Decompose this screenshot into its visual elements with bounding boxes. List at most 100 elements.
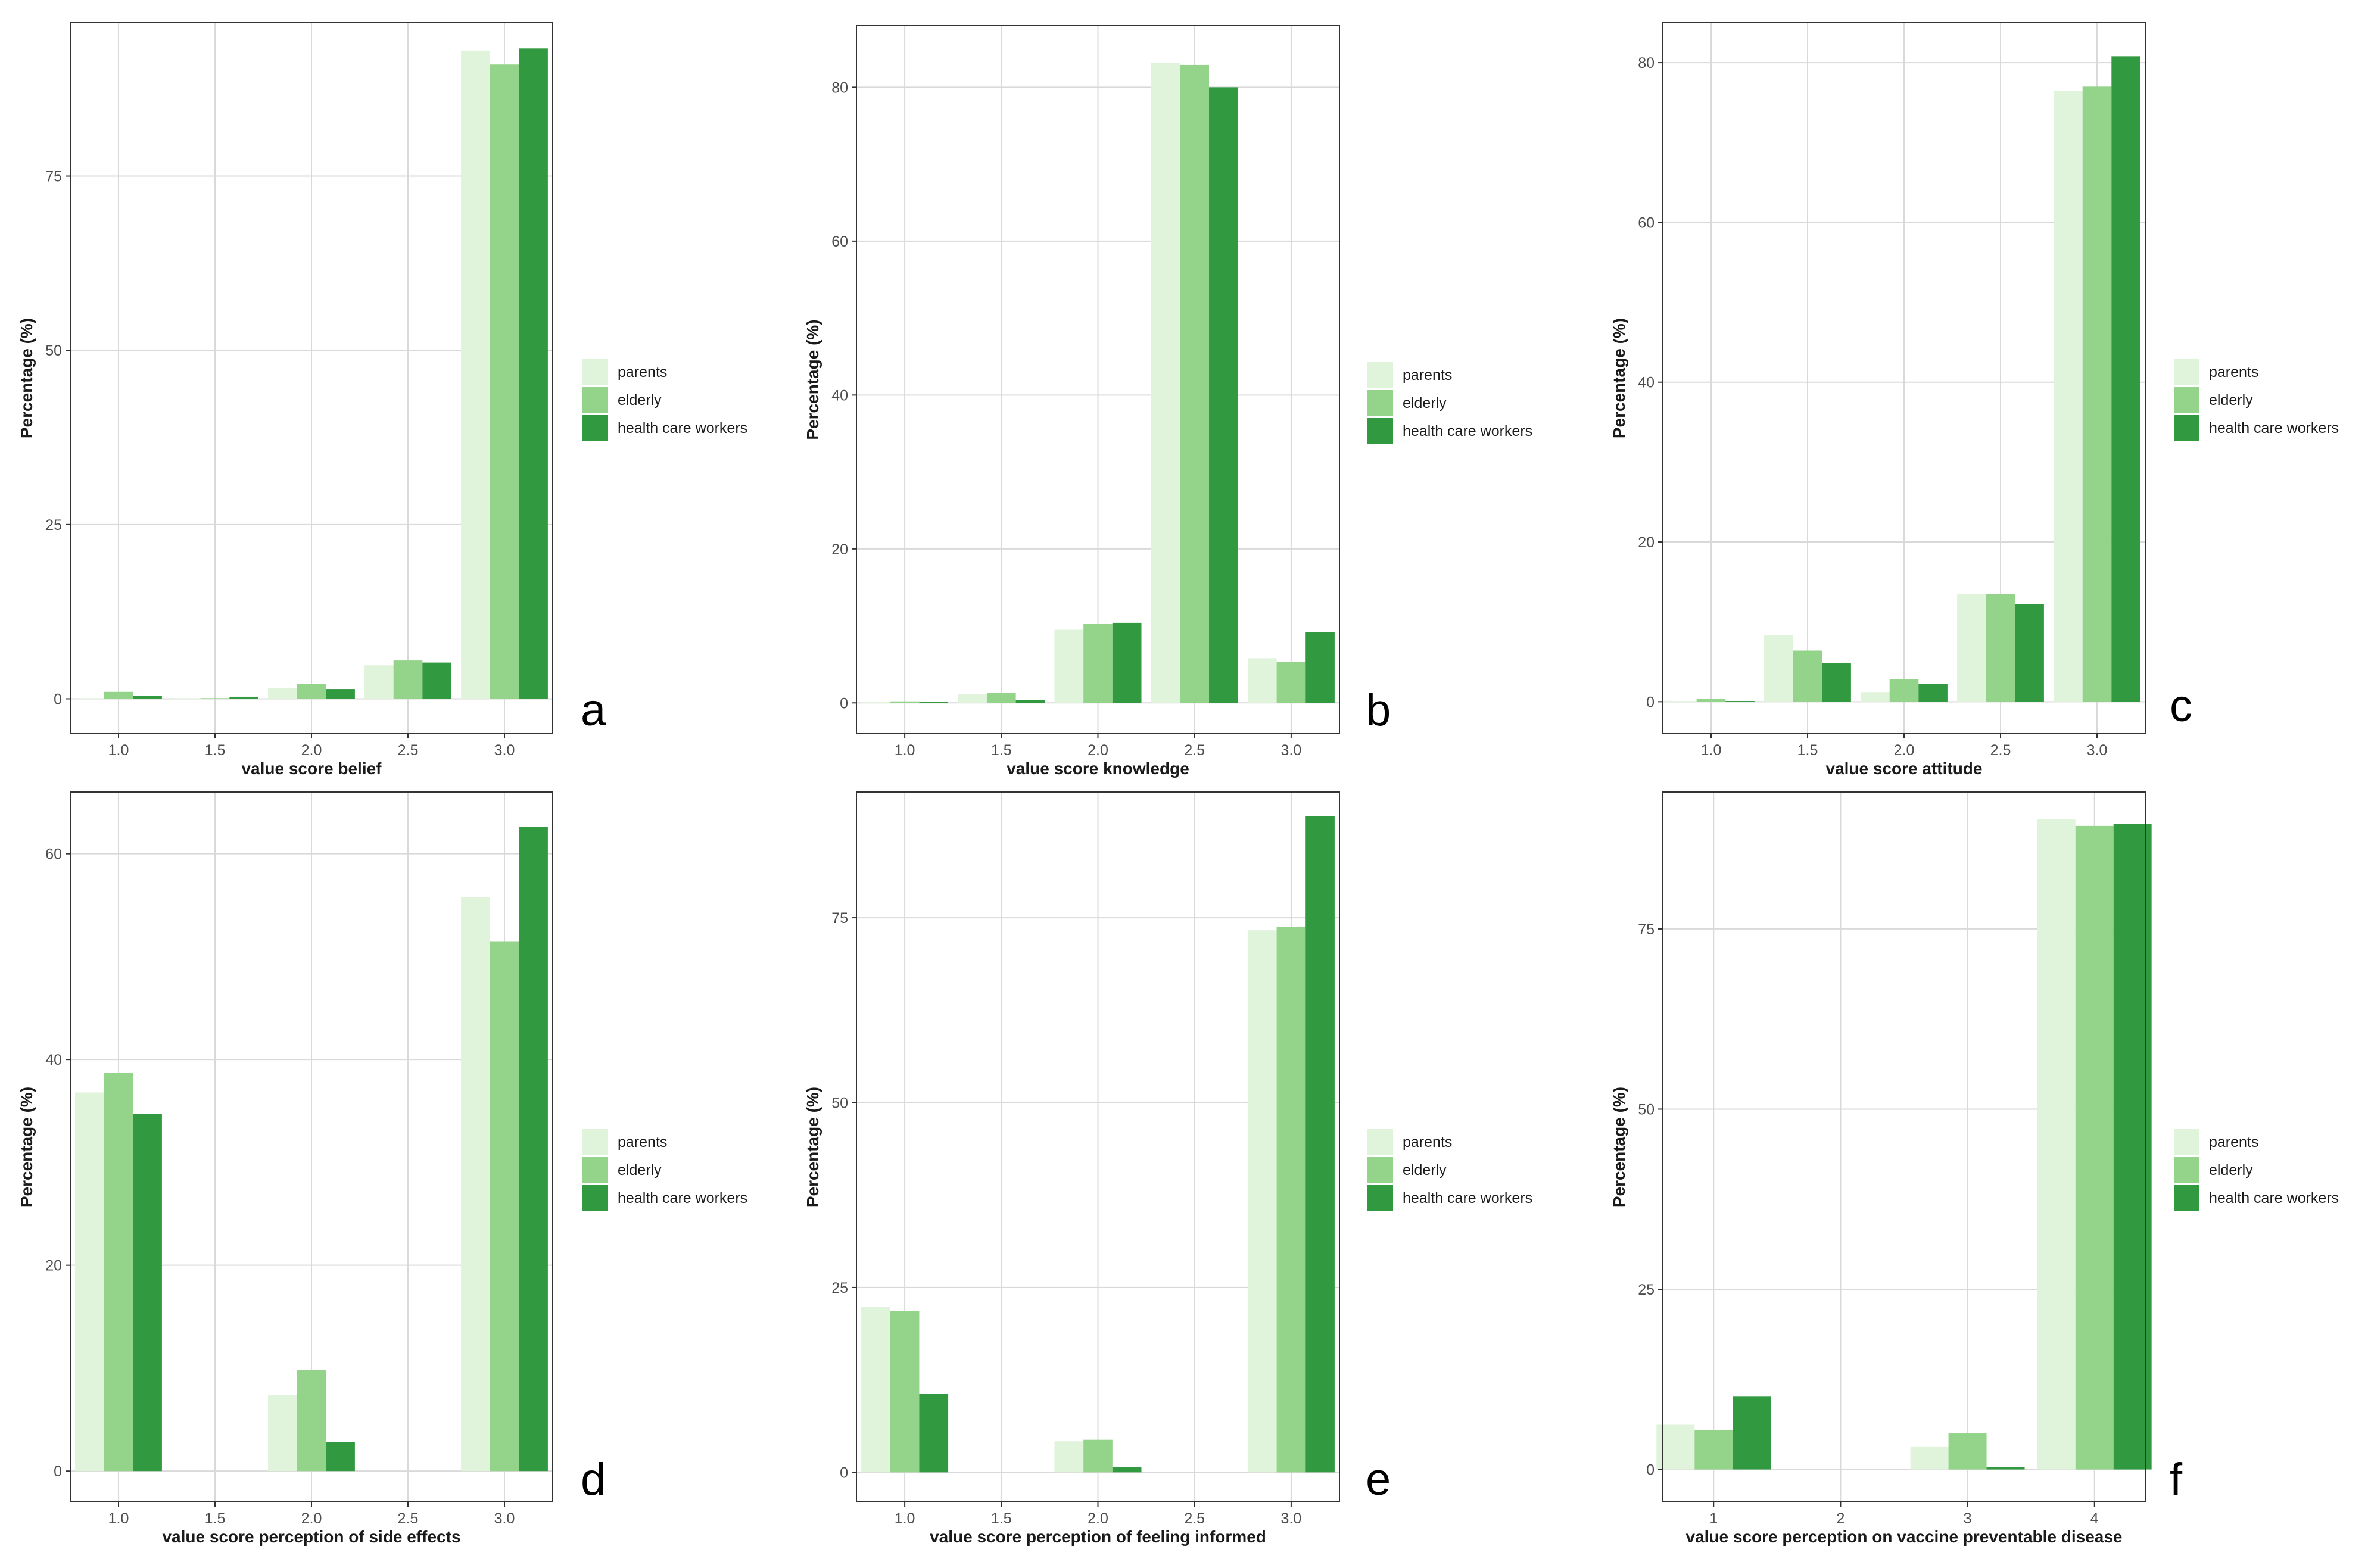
x-axis-title: value score knowledge xyxy=(1007,759,1189,778)
x-tick-label: 2.5 xyxy=(1184,1510,1205,1527)
y-tick-label: 75 xyxy=(831,910,848,927)
x-tick-label: 2.0 xyxy=(1894,742,1915,759)
legend-swatch-health-care-workers xyxy=(2174,415,2199,441)
legend-swatch-elderly xyxy=(1367,1157,1393,1183)
bar-elderly xyxy=(1694,1429,1733,1470)
x-tick-label: 1.5 xyxy=(991,1510,1012,1527)
bar-elderly xyxy=(1948,1433,1987,1470)
x-tick-label: 1.0 xyxy=(895,742,915,759)
legend-swatch-parents xyxy=(2174,359,2199,385)
bar-elderly xyxy=(297,1370,326,1472)
y-tick-label: 80 xyxy=(831,79,848,96)
bar-elderly xyxy=(490,64,519,699)
panel-d: 0 20 40 60 1.0 1.5 2.0 2.5 3.0 value score percep… xyxy=(17,791,747,1546)
bar-health-care-workers xyxy=(1725,700,1755,702)
bar-elderly xyxy=(1083,1439,1113,1473)
y-axis-title: Percentage (%) xyxy=(1610,1087,1628,1207)
x-tick-label: 1.0 xyxy=(895,1510,915,1527)
legend-swatch-elderly xyxy=(582,1157,608,1183)
x-tick-label: 2.0 xyxy=(301,742,322,759)
x-tick-label: 2.5 xyxy=(398,742,419,759)
legend-swatch-parents xyxy=(2174,1129,2199,1155)
x-tick-label: 2.5 xyxy=(398,1510,419,1527)
bar-health-care-workers xyxy=(919,702,949,703)
bar-health-care-workers xyxy=(1305,632,1335,703)
bar-elderly xyxy=(890,1311,920,1473)
legend-label: parents xyxy=(618,364,667,381)
legend-label: elderly xyxy=(2209,392,2253,409)
bar-elderly xyxy=(1986,594,2015,702)
bar-elderly xyxy=(1083,624,1113,703)
y-axis-title: Percentage (%) xyxy=(1610,318,1628,438)
legend-label: health care workers xyxy=(618,1190,747,1207)
x-tick-label: 2.0 xyxy=(301,1510,322,1527)
y-tick-label: 50 xyxy=(45,342,62,359)
x-tick-label: 2.5 xyxy=(1990,742,2011,759)
bar-health-care-workers xyxy=(919,1394,949,1473)
legend-swatch-health-care-workers xyxy=(582,415,608,441)
x-tick-label: 1.0 xyxy=(1701,742,1722,759)
bar-health-care-workers xyxy=(1822,663,1851,702)
y-tick-label: 60 xyxy=(831,233,848,250)
x-tick-label: 1.5 xyxy=(205,1510,226,1527)
y-tick-label: 40 xyxy=(831,387,848,404)
x-tick-label: 1 xyxy=(1709,1510,1718,1527)
y-tick-label: 40 xyxy=(45,1052,62,1068)
legend-swatch-elderly xyxy=(1367,390,1393,416)
y-axis-title: Percentage (%) xyxy=(17,1087,36,1207)
legend-swatch-health-care-workers xyxy=(1367,418,1393,444)
bar-parents xyxy=(268,688,297,699)
legend-label: health care workers xyxy=(2209,420,2339,437)
bar-elderly xyxy=(1793,650,1822,702)
y-tick-label: 80 xyxy=(1638,55,1655,71)
bar-parents xyxy=(1247,658,1277,703)
bar-parents xyxy=(1957,594,1986,702)
bar-health-care-workers xyxy=(2113,824,2152,1470)
y-tick-label: 0 xyxy=(840,695,848,712)
legend-label: health care workers xyxy=(2209,1190,2339,1207)
panel-b: 0 20 40 60 80 1.0 1.5 2.0 2.5 3.0 value score know… xyxy=(803,25,1532,778)
y-tick-label: 25 xyxy=(45,517,62,534)
bar-elderly xyxy=(393,660,423,699)
bar-health-care-workers xyxy=(133,1114,162,1472)
x-tick-label: 3.0 xyxy=(494,1510,515,1527)
bar-parents xyxy=(861,1307,890,1473)
y-tick-label: 0 xyxy=(840,1464,848,1481)
x-tick-label: 2.0 xyxy=(1088,742,1108,759)
x-tick-label: 1.0 xyxy=(108,742,129,759)
x-axis-title: value score belief xyxy=(241,759,382,778)
bar-health-care-workers xyxy=(229,696,258,699)
bar-health-care-workers xyxy=(519,827,548,1472)
x-tick-label: 3 xyxy=(1964,1510,1972,1527)
panel-letter: e xyxy=(1366,1454,1391,1505)
bar-health-care-workers xyxy=(326,1442,355,1472)
x-tick-label: 1.5 xyxy=(205,742,226,759)
panel-e: 0 25 50 75 1.0 1.5 2.0 2.5 3.0 value score percep… xyxy=(803,791,1532,1546)
y-tick-label: 50 xyxy=(1638,1101,1655,1118)
bar-parents xyxy=(861,702,890,703)
bar-parents xyxy=(1764,635,1793,702)
bar-parents xyxy=(1668,700,1697,702)
y-tick-label: 50 xyxy=(831,1095,848,1112)
legend-swatch-parents xyxy=(1367,1129,1393,1155)
bar-parents xyxy=(1910,1446,1949,1470)
bar-health-care-workers xyxy=(1918,684,1948,702)
legend-label: parents xyxy=(2209,1134,2258,1151)
bar-parents xyxy=(1151,63,1180,703)
x-tick-label: 1.5 xyxy=(991,742,1012,759)
bar-parents xyxy=(1247,930,1277,1473)
bar-parents xyxy=(75,1092,104,1472)
bar-health-care-workers xyxy=(1733,1396,1771,1470)
legend-swatch-health-care-workers xyxy=(1367,1185,1393,1211)
x-tick-label: 3.0 xyxy=(1281,1510,1302,1527)
y-tick-label: 20 xyxy=(1638,534,1655,551)
panel-letter: f xyxy=(2170,1454,2183,1505)
bar-parents xyxy=(461,897,490,1472)
y-tick-label: 60 xyxy=(45,846,62,863)
plot-border xyxy=(1662,791,2146,1502)
legend-swatch-parents xyxy=(582,1129,608,1155)
bar-health-care-workers xyxy=(519,48,548,699)
bar-health-care-workers xyxy=(1112,1467,1142,1473)
legend-label: health care workers xyxy=(1403,423,1532,439)
